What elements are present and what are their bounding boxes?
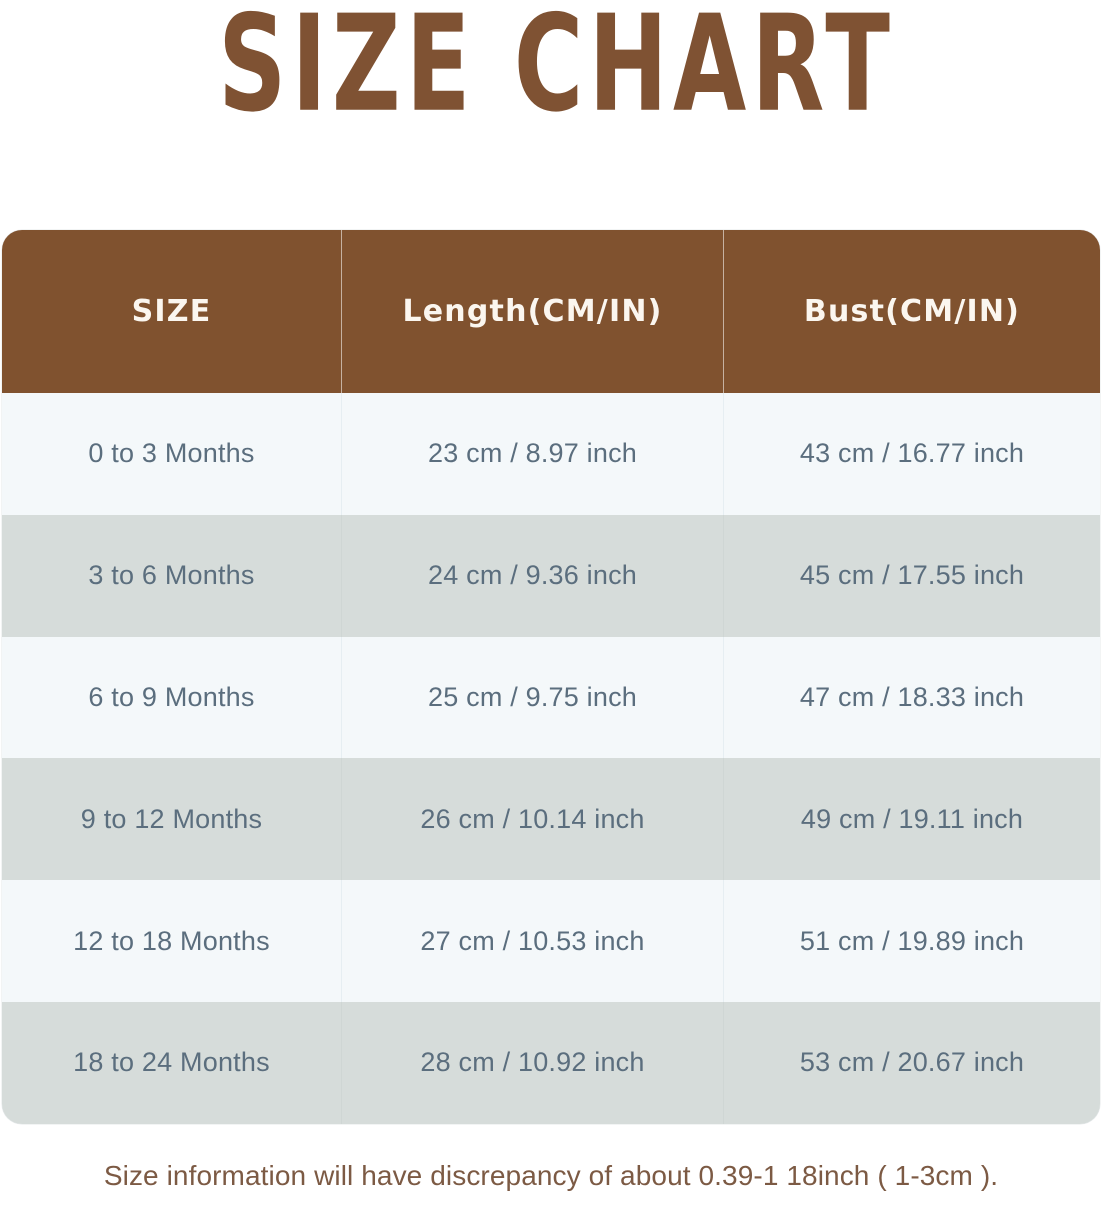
column-header-length: Length(CM/IN) bbox=[341, 230, 723, 393]
cell-bust: 51 cm / 19.89 inch bbox=[723, 880, 1100, 1002]
table-row: 0 to 3 Months 23 cm / 8.97 inch 43 cm / … bbox=[2, 393, 1100, 515]
cell-bust: 53 cm / 20.67 inch bbox=[723, 1001, 1100, 1124]
cell-size: 6 to 9 Months bbox=[88, 681, 255, 712]
column-header-size: SIZE bbox=[131, 294, 212, 329]
title-banner: SIZE CHART bbox=[0, 0, 1102, 142]
cell-length: 26 cm / 10.14 inch bbox=[341, 758, 723, 881]
page-title: SIZE CHART bbox=[217, 0, 895, 142]
cell-size: 18 to 24 Months bbox=[73, 1047, 270, 1078]
cell-size: 3 to 6 Months bbox=[88, 560, 255, 591]
table-row: 18 to 24 Months 28 cm / 10.92 inch 53 cm… bbox=[2, 1001, 1100, 1124]
cell-length: 28 cm / 10.92 inch bbox=[341, 1001, 723, 1124]
table-row: 3 to 6 Months 24 cm / 9.36 inch 45 cm / … bbox=[2, 514, 1100, 637]
cell-bust: 45 cm / 17.55 inch bbox=[723, 514, 1100, 637]
cell-length: 25 cm / 9.75 inch bbox=[341, 636, 723, 759]
cell-bust: 43 cm / 16.77 inch bbox=[723, 393, 1100, 515]
cell-size: 12 to 18 Months bbox=[73, 925, 270, 956]
cell-length: 23 cm / 8.97 inch bbox=[341, 393, 723, 515]
cell-bust: 47 cm / 18.33 inch bbox=[723, 636, 1100, 759]
table-header-row: SIZE Length(CM/IN) Bust(CM/IN) bbox=[2, 230, 1100, 393]
cell-length: 27 cm / 10.53 inch bbox=[341, 880, 723, 1002]
size-chart-table: SIZE Length(CM/IN) Bust(CM/IN) 0 to 3 Mo… bbox=[2, 230, 1100, 1124]
cell-length: 24 cm / 9.36 inch bbox=[341, 514, 723, 637]
cell-size: 9 to 12 Months bbox=[80, 803, 263, 834]
table-row: 9 to 12 Months 26 cm / 10.14 inch 49 cm … bbox=[2, 758, 1100, 881]
cell-bust: 49 cm / 19.11 inch bbox=[723, 758, 1100, 881]
column-header-bust: Bust(CM/IN) bbox=[723, 230, 1100, 393]
cell-size: 0 to 3 Months bbox=[88, 438, 255, 469]
table-row: 6 to 9 Months 25 cm / 9.75 inch 47 cm / … bbox=[2, 636, 1100, 759]
size-discrepancy-note: Size information will have discrepancy o… bbox=[103, 1160, 999, 1191]
table-row: 12 to 18 Months 27 cm / 10.53 inch 51 cm… bbox=[2, 880, 1100, 1002]
